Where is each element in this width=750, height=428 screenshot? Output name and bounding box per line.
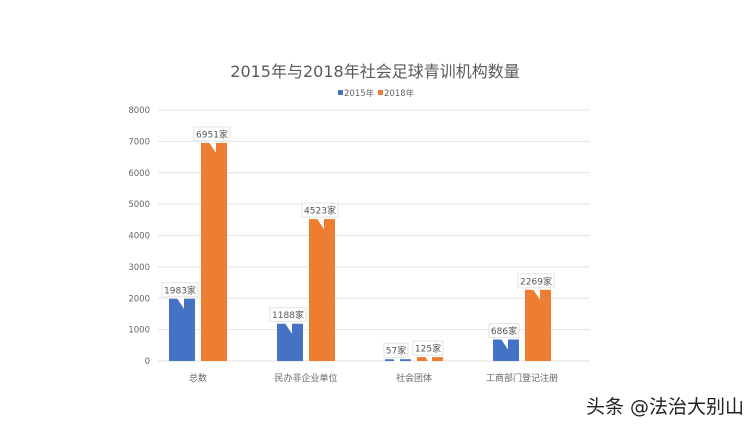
data-label-box xyxy=(193,126,231,142)
bar xyxy=(309,219,335,361)
data-label-box xyxy=(301,202,339,218)
data-label: 125家 xyxy=(415,343,441,355)
callout-tail xyxy=(532,287,540,300)
watermark: 头条 @法治大别山 xyxy=(586,396,745,418)
callout-tail xyxy=(316,217,324,230)
y-tick-label: 1000 xyxy=(128,326,150,336)
data-label: 2269家 xyxy=(520,275,552,287)
bar xyxy=(201,142,227,361)
bar xyxy=(169,298,195,361)
x-axis-labels: 总数 民办非企业单位 社会团体 工商部门登记注册 xyxy=(189,372,558,384)
data-label-box xyxy=(412,340,444,356)
y-tick-label: 7000 xyxy=(128,137,150,147)
legend-swatch xyxy=(338,90,343,95)
chart-title: 2015年与2018年社会足球青训机构数量 xyxy=(230,62,519,81)
data-label-box xyxy=(517,273,555,289)
data-label-box xyxy=(488,323,520,338)
y-tick-label: 2000 xyxy=(128,294,150,304)
y-tick-label: 4000 xyxy=(128,232,150,242)
callout-tail xyxy=(500,337,508,350)
bar xyxy=(525,289,551,361)
bars: 1983家 6951家 1188家 4523家 57家 125家 686家 2269家 xyxy=(161,126,555,370)
legend-label: 2015年 xyxy=(344,88,375,99)
data-label: 4523家 xyxy=(304,205,336,217)
callout-tail xyxy=(284,321,292,334)
y-tick-label: 8000 xyxy=(128,106,150,116)
data-label: 686家 xyxy=(491,325,517,337)
data-label: 1983家 xyxy=(164,284,196,296)
data-label-box xyxy=(269,307,307,323)
data-label-box xyxy=(161,282,199,298)
callout-tail xyxy=(208,140,216,153)
x-tick-label: 总数 xyxy=(189,372,207,384)
callout-tail xyxy=(176,296,184,309)
y-tick-label: 6000 xyxy=(128,169,150,179)
data-label-box xyxy=(383,342,409,358)
bar xyxy=(493,339,519,361)
legend: 2015年 2018年 xyxy=(338,88,415,99)
y-tick-label: 0 xyxy=(145,357,150,367)
callout-tail xyxy=(392,357,400,370)
legend-label: 2018年 xyxy=(384,88,415,99)
x-tick-label: 社会团体 xyxy=(396,372,432,384)
callout-tail xyxy=(424,355,432,368)
x-tick-label: 民办非企业单位 xyxy=(274,372,337,384)
y-tick-label: 3000 xyxy=(128,263,150,273)
x-tick-label: 工商部门登记注册 xyxy=(486,372,558,384)
y-tick-label: 5000 xyxy=(128,200,150,210)
legend-swatch xyxy=(378,90,383,95)
gridlines: 0 1000 2000 3000 4000 5000 6000 7000 8000 xyxy=(128,106,590,367)
data-label: 1188家 xyxy=(272,309,304,321)
data-label: 6951家 xyxy=(196,128,228,140)
data-label: 57家 xyxy=(386,345,406,357)
